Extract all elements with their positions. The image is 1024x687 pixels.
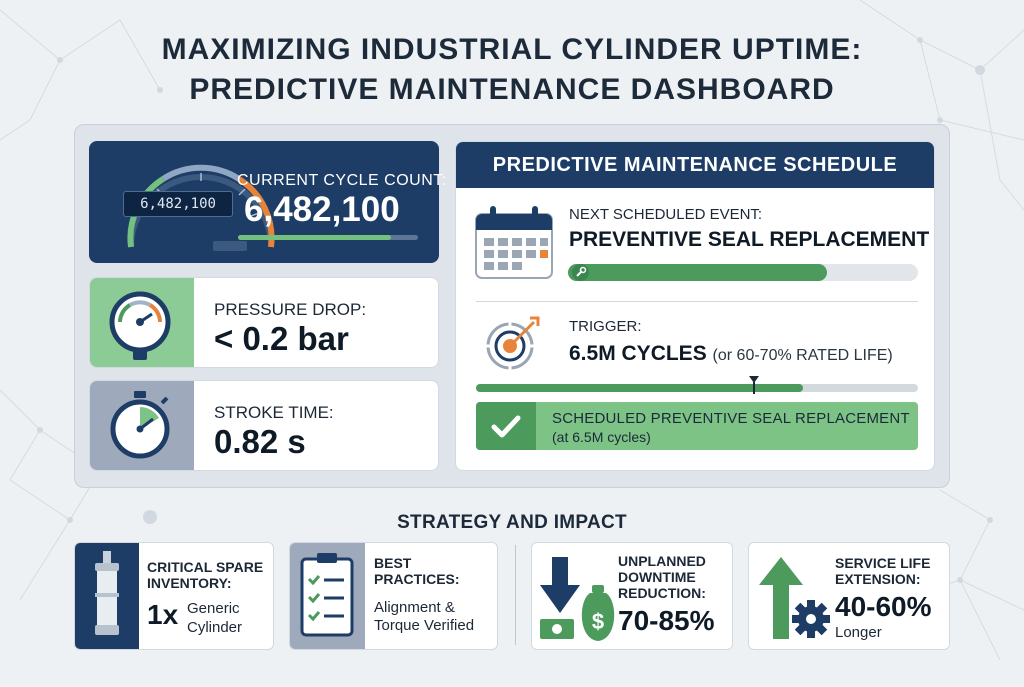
stroke-time-card: STROKE TIME: 0.82 s xyxy=(89,380,439,471)
downtime-label-3: REDUCTION: xyxy=(618,585,706,601)
spare-strip xyxy=(75,543,139,649)
life-extension-icon xyxy=(759,557,830,639)
svg-text:$: $ xyxy=(592,609,604,634)
spare-text-1: Generic xyxy=(187,600,240,617)
cycle-progress-bar xyxy=(238,235,418,240)
scheduled-replacement-banner: SCHEDULED PREVENTIVE SEAL REPLACEMENT (a… xyxy=(476,402,918,450)
banner-subtitle: (at 6.5M cycles) xyxy=(552,429,651,445)
page-title-line-1: MAXIMIZING INDUSTRIAL CYLINDER UPTIME: xyxy=(161,33,863,66)
spare-inventory-card: CRITICAL SPARE INVENTORY: 1x Generic Cyl… xyxy=(74,542,274,650)
odometer-display: 6,482,100 xyxy=(123,191,233,217)
cycle-count-label: CURRENT CYCLE COUNT: xyxy=(237,172,447,189)
service-life-label-1: SERVICE LIFE xyxy=(835,555,931,571)
banner-check-area xyxy=(476,402,536,450)
cycle-count-card: 6,482,100 xyxy=(89,141,439,263)
downtime-reduction-card: $ UNPLANNED DOWNTIME REDUCTION: 70-85% xyxy=(531,542,733,650)
service-life-card: SERVICE LIFE EXTENSION: 40-60% Longer xyxy=(748,542,950,650)
stopwatch-icon xyxy=(110,391,170,459)
pressure-drop-value: < 0.2 bar xyxy=(214,320,349,357)
trigger-cycles: 6.5M CYCLES xyxy=(569,342,707,365)
spare-quantity: 1x xyxy=(147,599,179,630)
downtime-value: 70-85% xyxy=(618,605,715,636)
banner-title: SCHEDULED PREVENTIVE SEAL REPLACEMENT xyxy=(552,410,910,427)
spare-text-2: Cylinder xyxy=(187,619,243,636)
best-practices-strip xyxy=(290,543,365,649)
stroke-icon-area xyxy=(90,381,194,470)
best-practices-label-1: BEST xyxy=(374,555,412,571)
best-practices-card: BEST PRACTICES: Alignment & Torque Verif… xyxy=(289,542,498,650)
target-icon xyxy=(486,316,540,370)
service-life-text: Longer xyxy=(835,624,882,641)
strategy-title: STRATEGY AND IMPACT xyxy=(397,512,627,533)
page-title: MAXIMIZING INDUSTRIAL CYLINDER UPTIME: P… xyxy=(0,30,1024,110)
downtime-savings-icon: $ xyxy=(540,557,615,641)
best-practices-text-2: Torque Verified xyxy=(374,617,475,634)
checklist-clipboard-icon xyxy=(300,553,354,637)
pressure-gauge-icon xyxy=(109,291,171,360)
schedule-header: PREDICTIVE MAINTENANCE SCHEDULE xyxy=(456,142,934,188)
checkmark-icon xyxy=(491,415,521,438)
next-event-progress-bar xyxy=(568,264,918,281)
rated-life-bar xyxy=(476,376,918,394)
downtime-label-1: UNPLANNED xyxy=(618,553,706,569)
trigger-value: 6.5M CYCLES (or 60-70% RATED LIFE) xyxy=(569,342,893,366)
next-event-progress-fill xyxy=(568,264,827,281)
stroke-time-label: STROKE TIME: xyxy=(214,403,334,422)
service-life-label-2: EXTENSION: xyxy=(835,571,921,587)
calendar-icon xyxy=(475,206,553,279)
cylinder-icon xyxy=(95,551,119,635)
downtime-label-2: DOWNTIME xyxy=(618,569,696,585)
trigger-note: (or 60-70% RATED LIFE) xyxy=(712,347,893,364)
pressure-drop-label: PRESSURE DROP: xyxy=(214,300,367,319)
wrench-icon xyxy=(572,264,589,281)
pressure-icon-area xyxy=(90,278,194,367)
stroke-time-value: 0.82 s xyxy=(214,423,306,460)
spare-label-1: CRITICAL SPARE xyxy=(147,559,264,575)
cycle-progress-fill xyxy=(238,235,391,240)
next-event-value: PREVENTIVE SEAL REPLACEMENT xyxy=(569,228,930,251)
trigger-marker xyxy=(749,376,760,383)
cycle-count-value: 6,482,100 xyxy=(244,190,400,229)
trigger-label: TRIGGER: xyxy=(569,318,642,335)
spare-label-2: INVENTORY: xyxy=(147,575,232,591)
schedule-divider xyxy=(476,301,918,302)
service-life-value: 40-60% xyxy=(835,591,932,622)
maintenance-schedule-card: PREDICTIVE MAINTENANCE SCHEDULE NEXT SCH… xyxy=(455,141,935,471)
pressure-drop-card: PRESSURE DROP: < 0.2 bar xyxy=(89,277,439,368)
best-practices-text-1: Alignment & xyxy=(374,599,455,616)
best-practices-label-2: PRACTICES: xyxy=(374,571,460,587)
trigger-marker-line xyxy=(753,382,756,394)
page-title-line-2: PREDICTIVE MAINTENANCE DASHBOARD xyxy=(189,73,835,106)
strategy-separator xyxy=(515,545,516,645)
rated-life-fill xyxy=(476,384,804,392)
next-event-label: NEXT SCHEDULED EVENT: xyxy=(569,206,763,223)
